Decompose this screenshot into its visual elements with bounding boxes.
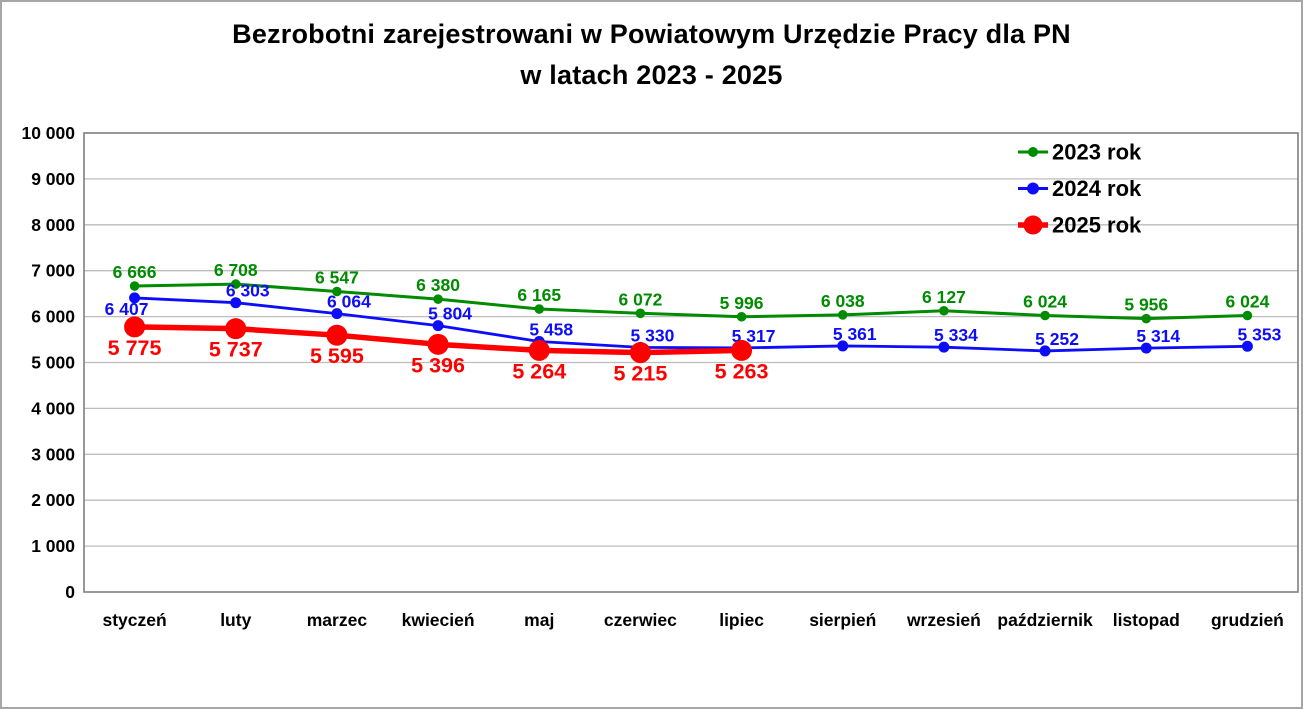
data-label: 6 072: [619, 289, 663, 309]
data-label: 5 737: [209, 338, 263, 362]
data-point: [129, 292, 141, 304]
y-tick-label: 0: [65, 582, 75, 602]
data-label: 5 361: [833, 324, 877, 344]
data-label: 6 407: [105, 299, 149, 319]
data-point: [326, 324, 348, 346]
x-tick-label: styczeń: [102, 610, 166, 630]
data-label: 5 330: [631, 325, 675, 345]
data-label: 6 547: [315, 267, 359, 287]
data-label: 5 263: [715, 359, 769, 383]
x-tick-label: kwiecień: [402, 610, 475, 630]
data-point: [1241, 340, 1253, 352]
legend-marker-dot: [1023, 215, 1043, 235]
data-point: [129, 281, 140, 291]
legend-marker-dot: [1027, 182, 1039, 195]
y-tick-label: 3 000: [31, 444, 75, 464]
data-label: 6 666: [113, 262, 157, 282]
series-line-2023-rok: [133, 282, 1249, 321]
y-tick-label: 1 000: [31, 536, 75, 556]
data-point: [1242, 310, 1253, 321]
series-line-2024-rok: [133, 296, 1249, 353]
data-point: [230, 279, 241, 289]
data-point: [124, 316, 146, 338]
data-point: [938, 341, 950, 353]
data-label: 5 804: [428, 304, 472, 324]
x-tick-label: grudzień: [1211, 610, 1284, 630]
data-point: [1140, 342, 1152, 354]
data-label: 6 064: [327, 292, 371, 312]
plot-frame: [83, 132, 1299, 593]
x-tick-label: czerwiec: [604, 610, 677, 630]
data-label: 6 024: [1226, 291, 1270, 311]
data-point: [736, 311, 747, 322]
legend-label: 2024 rok: [1052, 176, 1142, 201]
data-point: [635, 308, 646, 319]
data-label: 5 334: [934, 325, 978, 345]
data-label: 6 127: [922, 287, 966, 307]
data-label: 6 038: [821, 291, 865, 311]
y-tick-label: 7 000: [31, 261, 75, 281]
data-point: [230, 297, 242, 309]
data-point: [939, 305, 949, 316]
y-tick-label: 9 000: [31, 169, 75, 189]
legend-label: 2023 rok: [1052, 140, 1142, 165]
data-point: [331, 308, 343, 320]
x-tick-label: październik: [997, 610, 1093, 630]
data-label: 6 165: [517, 285, 561, 305]
y-tick-label: 8 000: [31, 215, 75, 235]
data-point: [629, 342, 651, 364]
data-point: [225, 318, 247, 340]
data-label: 5 458: [529, 319, 573, 339]
y-tick-label: 2 000: [31, 490, 75, 510]
data-label: 5 353: [1238, 324, 1282, 344]
chart-title-line2: w latach 2023 - 2025: [520, 60, 783, 90]
y-tick-label: 10 000: [21, 123, 75, 143]
x-tick-label: wrzesień: [906, 610, 981, 630]
data-label: 5 252: [1035, 329, 1079, 349]
x-tick-label: lipiec: [719, 610, 764, 630]
data-point: [427, 333, 449, 355]
data-label: 5 595: [310, 344, 364, 368]
data-point: [433, 294, 443, 304]
data-point: [432, 320, 444, 332]
data-label: 5 314: [1136, 326, 1180, 346]
legend-marker-dot: [1028, 147, 1038, 157]
data-point: [1141, 313, 1152, 324]
data-point: [837, 310, 848, 320]
data-label: 5 264: [512, 359, 566, 383]
data-point: [1039, 345, 1051, 357]
data-label: 5 775: [108, 336, 162, 360]
legend-label: 2025 rok: [1052, 213, 1142, 238]
x-tick-label: sierpień: [809, 610, 876, 630]
chart-title: Bezrobotni zarejestrowani w Powiatowym U…: [2, 14, 1301, 96]
data-label: 5 996: [720, 293, 764, 313]
data-point: [534, 304, 545, 314]
x-tick-label: maj: [524, 610, 554, 630]
y-tick-label: 5 000: [31, 353, 75, 373]
data-label: 6 708: [214, 260, 258, 280]
data-label: 6 303: [226, 281, 270, 301]
data-point: [1040, 310, 1050, 321]
x-tick-label: marzec: [307, 610, 368, 630]
data-label: 6 024: [1023, 291, 1067, 311]
data-point: [731, 339, 753, 361]
y-tick-label: 6 000: [31, 307, 75, 327]
data-label: 6 380: [416, 275, 460, 295]
x-tick-label: listopad: [1113, 610, 1180, 630]
data-label: 5 956: [1124, 295, 1168, 315]
data-label: 5 396: [411, 353, 465, 377]
data-point: [837, 340, 849, 352]
x-tick-label: luty: [220, 610, 251, 630]
data-point: [332, 286, 342, 297]
data-point: [528, 339, 550, 361]
data-label: 5 215: [614, 362, 668, 386]
chart-title-line1: Bezrobotni zarejestrowani w Powiatowym U…: [232, 19, 1071, 49]
y-tick-label: 4 000: [31, 398, 75, 418]
